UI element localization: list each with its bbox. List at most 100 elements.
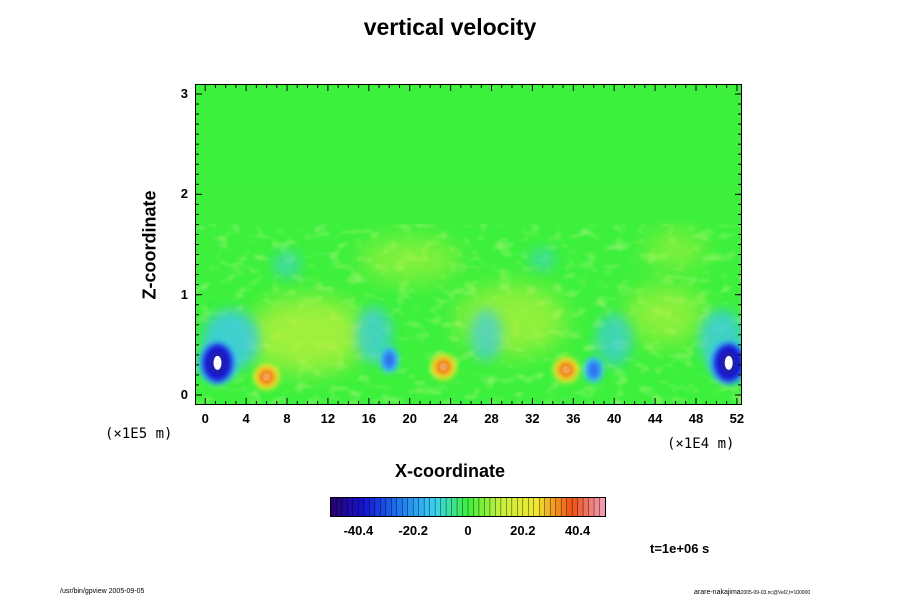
- colorbar-level: [588, 498, 595, 516]
- footer-right-main: arare-nakajima: [694, 589, 741, 596]
- y-tick-label: 2: [180, 186, 188, 202]
- footer-right-small: 2005-09-03.nc@Vel2,t=100000: [740, 590, 811, 596]
- velocity-core: [708, 340, 741, 385]
- x-tick-label: 24: [443, 411, 458, 426]
- colorbar-level: [331, 498, 337, 516]
- x-tick-label: 48: [688, 411, 704, 426]
- colorbar: [330, 497, 606, 517]
- colorbar-level: [352, 498, 359, 516]
- colorbar-tick-label: 0: [464, 523, 472, 538]
- velocity-core: [379, 346, 400, 373]
- x-tick-label: 44: [647, 411, 663, 426]
- colorbar-level: [473, 498, 480, 516]
- colorbar-level: [533, 498, 540, 516]
- x-tick-label: 8: [283, 411, 291, 426]
- colorbar-level: [583, 498, 590, 516]
- chart-title: vertical velocity: [363, 14, 537, 40]
- velocity-core: [553, 356, 580, 383]
- velocity-core: [430, 353, 457, 380]
- footer-left: /usr/bin/gpview 2005-09-05: [60, 588, 145, 595]
- heatmap-field: [196, 85, 741, 404]
- colorbar-level: [374, 498, 381, 516]
- colorbar-level: [369, 498, 376, 516]
- x-axis-scale-label: (×1E4 m): [667, 436, 735, 452]
- velocity-core: [253, 363, 280, 390]
- updraft-region: [359, 237, 460, 282]
- colorbar-level: [511, 498, 518, 516]
- y-axis-label: Z-coordinate: [139, 190, 160, 300]
- colorbar-level: [528, 498, 535, 516]
- colorbar-level: [391, 498, 398, 516]
- x-tick-label: 52: [729, 411, 745, 426]
- time-label: t=1e+06 s: [650, 541, 710, 556]
- colorbar-level: [566, 498, 573, 516]
- colorbar-level: [544, 498, 551, 516]
- colorbar-level: [358, 498, 365, 516]
- y-tick-label: 0: [180, 386, 188, 402]
- colorbar-level: [429, 498, 436, 516]
- velocity-core: [583, 356, 604, 383]
- colorbar-level: [451, 498, 458, 516]
- colorbar-level: [407, 498, 414, 516]
- colorbar-level: [484, 498, 491, 516]
- colorbar-level: [517, 498, 524, 516]
- colorbar-level: [555, 498, 562, 516]
- colorbar-level: [495, 498, 502, 516]
- colorbar-level: [402, 498, 409, 516]
- y-tick-label: 1: [180, 286, 188, 302]
- y-tick-label: 3: [180, 86, 188, 102]
- colorbar-level: [599, 498, 606, 516]
- downdraft-region: [470, 308, 503, 361]
- colorbar-level: [380, 498, 387, 516]
- colorbar-level: [435, 498, 442, 516]
- colorbar-level: [336, 498, 343, 516]
- colorbar-level: [572, 498, 579, 516]
- updraft-region: [625, 284, 706, 345]
- updraft-region: [645, 231, 706, 268]
- colorbar-tick-label: 20.2: [510, 523, 536, 538]
- colorbar-gradient: [330, 498, 606, 516]
- x-tick-label: 20: [402, 411, 417, 426]
- colorbar-level: [341, 498, 348, 516]
- colorbar-level: [550, 498, 557, 516]
- colorbar-level: [468, 498, 474, 516]
- colorbar-level: [522, 498, 529, 516]
- x-tick-label: 32: [525, 411, 540, 426]
- colorbar-level: [347, 498, 354, 516]
- colorbar-level: [424, 498, 431, 516]
- colorbar-level: [363, 498, 370, 516]
- downdraft-region: [273, 250, 302, 279]
- colorbar-level: [489, 498, 496, 516]
- colorbar-level: [500, 498, 507, 516]
- colorbar-level: [418, 498, 425, 516]
- updraft-region: [247, 296, 368, 373]
- x-tick-label: 16: [361, 411, 377, 426]
- plot-area: [195, 84, 742, 405]
- x-tick-label: 36: [566, 411, 581, 426]
- x-tick-label: 12: [320, 411, 336, 426]
- downdraft-region: [355, 306, 392, 363]
- colorbar-level: [539, 498, 546, 516]
- colorbar-level: [594, 498, 601, 516]
- colorbar-level: [478, 498, 485, 516]
- x-tick-label: 0: [201, 411, 209, 426]
- colorbar-tick-label: -20.2: [398, 523, 428, 538]
- colorbar-level: [440, 498, 447, 516]
- x-tick-label: 4: [242, 411, 250, 426]
- downdraft-region: [596, 313, 633, 366]
- colorbar-level: [457, 498, 464, 516]
- colorbar-tick-label: 40.4: [564, 523, 591, 538]
- colorbar-level: [561, 498, 568, 516]
- colorbar-level: [413, 498, 420, 516]
- colorbar-level: [446, 498, 453, 516]
- downdraft-region: [528, 247, 557, 272]
- colorbar-level: [385, 498, 392, 516]
- colorbar-tick-label: -40.4: [343, 523, 374, 538]
- colorbar-level: [577, 498, 584, 516]
- colorbar-level: [396, 498, 403, 516]
- x-tick-label: 28: [484, 411, 499, 426]
- x-tick-label: 40: [606, 411, 622, 426]
- x-axis-label: X-coordinate: [394, 461, 505, 481]
- colorbar-level: [462, 498, 469, 516]
- velocity-core: [197, 340, 238, 385]
